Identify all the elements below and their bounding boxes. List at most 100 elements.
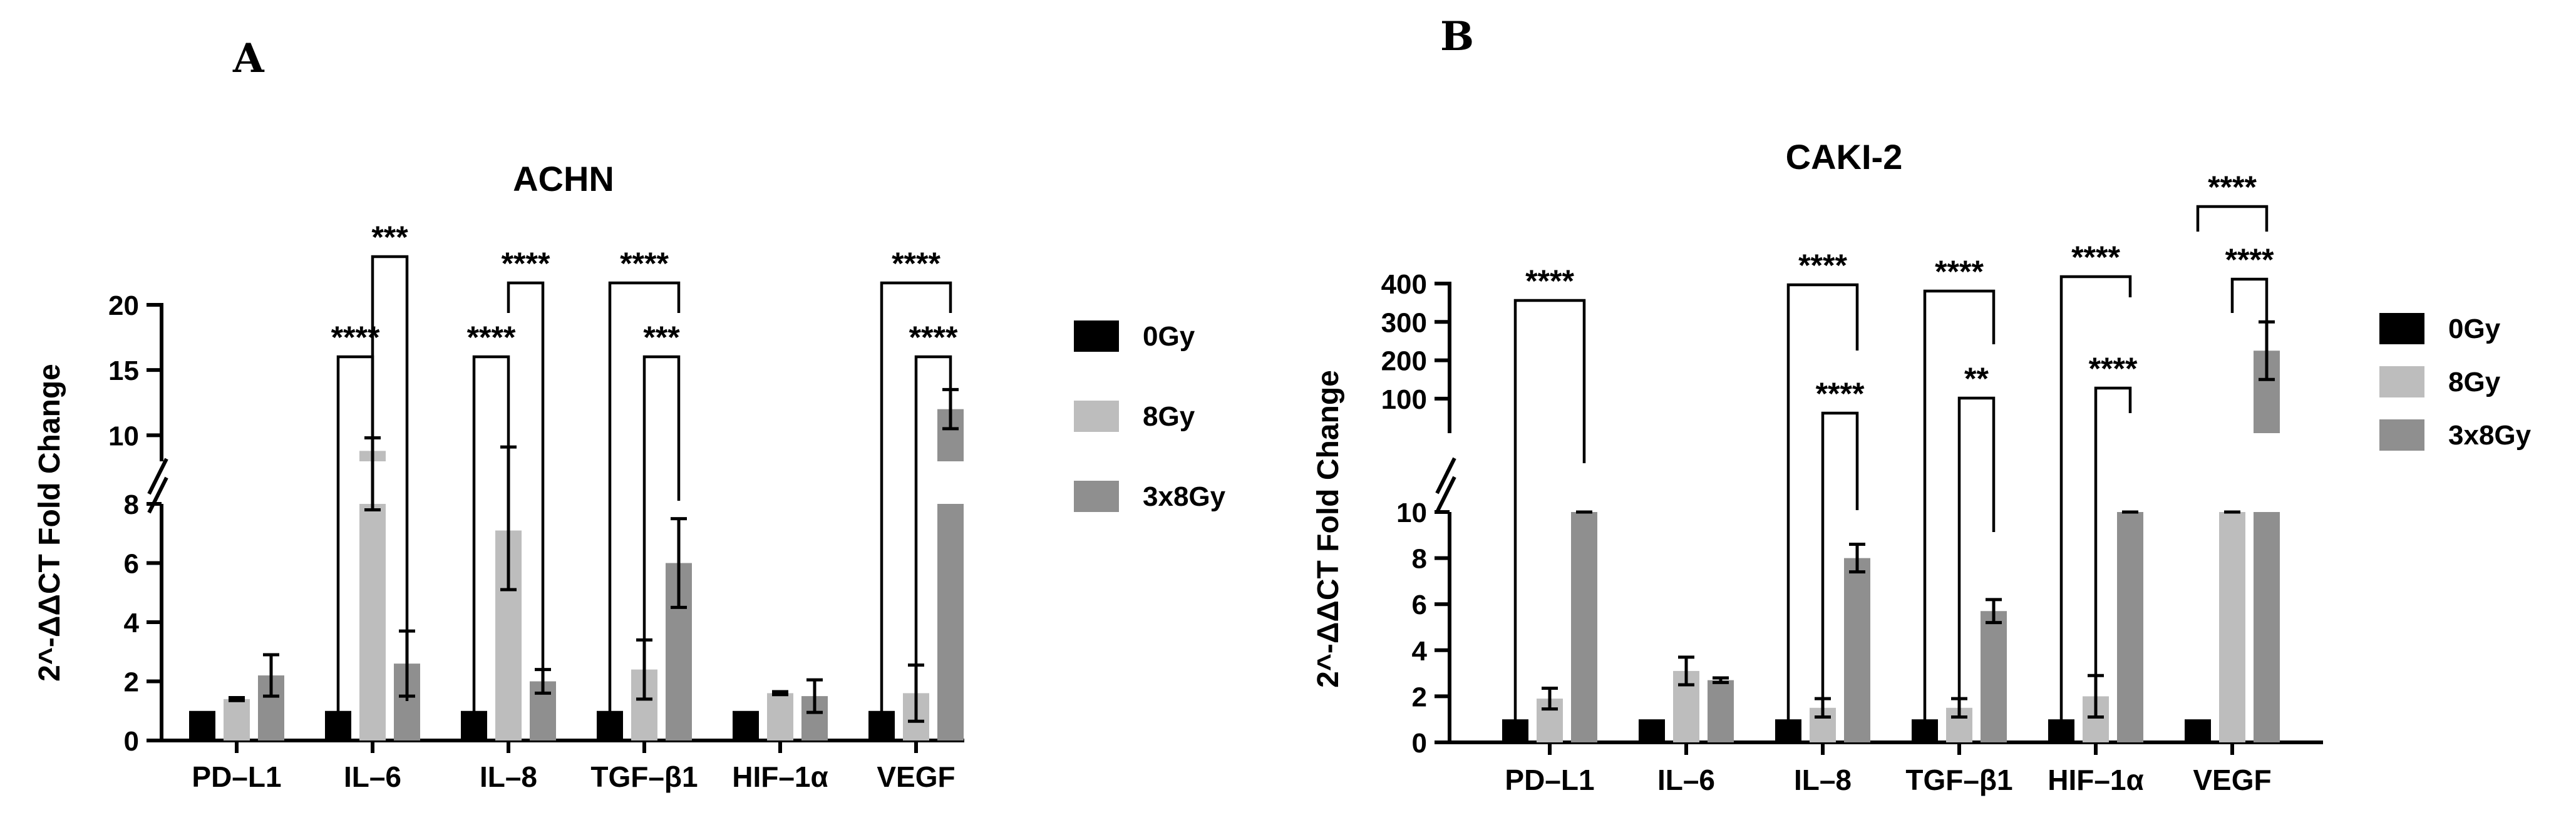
significance-bracket	[1957, 396, 1996, 714]
significance-bracket	[642, 355, 681, 663]
y-tick-label: 2	[124, 667, 139, 698]
legend-label-0Gy: 0Gy	[2448, 314, 2501, 344]
x-tick-label: IL–8	[480, 761, 537, 793]
significance-label: ****	[502, 246, 550, 281]
y-axis-label: 2^-ΔΔCT Fold Change	[1312, 370, 1345, 688]
significance-label: ***	[643, 320, 680, 355]
legend-label-3x8Gy: 3x8Gy	[2448, 420, 2532, 451]
y-tick-label: 200	[1381, 346, 1427, 377]
bar-3x8Gy	[2254, 512, 2280, 742]
significance-label: ****	[892, 246, 940, 281]
chart-panel-caki2: CAKI-2 2^-ΔΔCT Fold Change 0 2 4 6 8 10 100 200 30…	[1312, 137, 2532, 796]
y-tick-label: 6	[124, 549, 139, 580]
bar-0Gy	[1639, 719, 1665, 742]
x-tick-label: HIF–1α	[2048, 764, 2144, 796]
y-tick-label: 0	[124, 726, 139, 757]
significance-bracket	[1923, 289, 1996, 720]
bar-8Gy	[224, 699, 250, 740]
x-tick-label: TGF–β1	[1905, 764, 2012, 796]
significance-label: ***	[371, 220, 408, 255]
significance-bracket	[2094, 386, 2132, 710]
legend-swatch-8Gy	[1074, 401, 1119, 432]
significance-bracket	[2230, 277, 2269, 351]
significance-label: ****	[620, 246, 669, 281]
y-tick-label: 0	[1412, 728, 1427, 759]
bar-8Gy	[359, 504, 386, 740]
significance-bracket	[880, 281, 952, 720]
bar-0Gy	[1912, 719, 1938, 742]
x-tick-label: TGF–β1	[590, 761, 698, 793]
bar-3x8Gy	[1571, 512, 1597, 742]
legend-label-0Gy: 0Gy	[1143, 321, 1195, 352]
x-tick-label: IL–6	[1657, 764, 1715, 796]
chart-title: ACHN	[513, 159, 614, 198]
legend-label-8Gy: 8Gy	[2448, 367, 2501, 397]
y-tick-label: 6	[1412, 590, 1427, 620]
significance-bracket	[371, 255, 409, 701]
significance-bracket	[472, 355, 510, 720]
panel-label-b: B	[1440, 13, 1474, 60]
x-tick-label: PD–L1	[1505, 764, 1594, 796]
bar-8Gy	[767, 693, 793, 740]
significance-bracket	[2059, 275, 2132, 720]
bar-3x8Gy	[1844, 558, 1870, 742]
y-tick-label: 4	[1412, 636, 1428, 667]
x-tick-label: VEGF	[2193, 764, 2271, 796]
bar-8Gy	[2219, 512, 2245, 742]
bar-0Gy	[733, 710, 759, 740]
significance-label: ****	[467, 320, 516, 355]
bar-3x8Gy	[1981, 611, 2007, 742]
x-tick-label: HIF–1α	[732, 761, 828, 793]
bar-0Gy	[2048, 719, 2074, 742]
significance-bracket	[914, 355, 952, 701]
significance-bracket	[1513, 299, 1586, 720]
legend-swatch-0Gy	[1074, 320, 1119, 352]
axis-break-mark	[147, 458, 168, 495]
significance-label: ****	[2225, 242, 2274, 277]
x-tick-label: IL–6	[344, 761, 401, 793]
bar-3x8Gy	[1708, 680, 1734, 742]
legend-swatch-3x8Gy	[2379, 419, 2424, 451]
bar-0Gy	[189, 710, 215, 740]
y-axis-label: 2^-ΔΔCT Fold Change	[33, 364, 66, 682]
bar-3x8Gy	[2117, 512, 2143, 742]
legend-swatch-0Gy	[2379, 313, 2424, 344]
y-tick-label: 300	[1381, 307, 1427, 338]
chart-panel-achn: ACHN 2^-ΔΔCT Fold Change 0 2 4 6 8 10 15 20 PD–L1 I…	[33, 159, 1226, 793]
significance-label: ****	[2071, 240, 2120, 275]
significance-bracket	[1821, 411, 1859, 714]
significance-label: ****	[1525, 264, 1574, 299]
y-tick-label: 10	[1396, 498, 1427, 528]
axis-break-mark	[1435, 476, 1456, 513]
y-tick-label: 8	[124, 489, 139, 520]
panel-label-a: A	[232, 35, 265, 82]
significance-bracket	[507, 281, 545, 676]
legend-swatch-8Gy	[2379, 366, 2424, 397]
y-tick-label: 15	[108, 356, 139, 386]
significance-bracket	[2196, 205, 2269, 232]
significance-label: ****	[909, 320, 958, 355]
y-tick-label: 10	[108, 421, 139, 451]
axis-break-mark	[1435, 457, 1456, 494]
significance-label: ****	[2208, 170, 2257, 205]
significance-label: ****	[1816, 376, 1865, 411]
significance-label: ****	[1935, 254, 1984, 289]
significance-bracket	[608, 281, 681, 720]
chart-title: CAKI-2	[1786, 137, 1903, 177]
bar-3x8Gy	[937, 504, 964, 740]
significance-label: ****	[2089, 351, 2138, 386]
y-tick-label: 4	[124, 608, 140, 638]
x-tick-label: VEGF	[877, 761, 955, 793]
legend-label-3x8Gy: 3x8Gy	[1143, 481, 1226, 512]
y-tick-label: 400	[1381, 269, 1427, 300]
significance-label: ****	[1798, 248, 1847, 283]
y-tick-label: 20	[108, 290, 139, 321]
bar-0Gy	[1775, 719, 1801, 742]
y-tick-label: 8	[1412, 544, 1427, 575]
significance-label: **	[1964, 361, 1989, 396]
legend-swatch-3x8Gy	[1074, 481, 1119, 512]
x-tick-label: IL–8	[1794, 764, 1852, 796]
axis-break-mark	[147, 476, 168, 514]
legend-label-8Gy: 8Gy	[1143, 401, 1195, 432]
x-tick-label: PD–L1	[192, 761, 281, 793]
